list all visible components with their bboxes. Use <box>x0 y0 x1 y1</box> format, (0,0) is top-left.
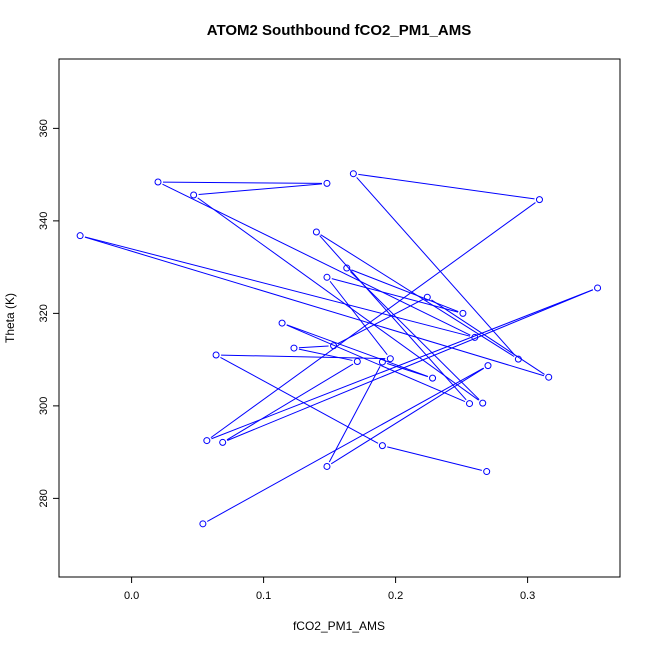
data-point <box>545 373 553 381</box>
data-point <box>330 342 338 350</box>
data-point <box>154 178 162 186</box>
x-tick-label: 0.3 <box>520 590 535 602</box>
series-segment <box>227 289 594 441</box>
data-point <box>535 196 543 204</box>
data-point <box>278 319 286 327</box>
y-tick-label: 360 <box>38 119 50 137</box>
chart-title: ATOM2 Southbound fCO2_PM1_AMS <box>207 22 471 39</box>
series-points-group <box>76 170 602 528</box>
x-axis: 0.0 0.1 0.2 0.3 <box>124 577 535 602</box>
plot-frame <box>58 58 621 578</box>
series-segment <box>226 363 354 441</box>
x-tick-label: 0.0 <box>124 590 139 602</box>
data-point <box>323 179 331 187</box>
data-point <box>466 400 474 408</box>
series-segment <box>298 348 353 361</box>
series-segment <box>337 299 424 344</box>
data-point <box>312 228 320 236</box>
data-point <box>378 358 386 366</box>
data-point <box>199 520 207 528</box>
series-segment <box>349 271 480 400</box>
x-tick-label: 0.1 <box>256 590 271 602</box>
series-segment <box>221 354 386 360</box>
series-segment <box>286 324 466 403</box>
series-segment <box>207 367 484 522</box>
series-segment <box>328 366 381 463</box>
data-point <box>212 351 220 359</box>
data-point <box>483 468 491 476</box>
series-segment <box>351 269 459 313</box>
series-line-group <box>84 173 594 522</box>
series-segment <box>198 183 323 196</box>
data-point <box>343 264 351 272</box>
series-segment <box>319 235 467 401</box>
data-point <box>323 462 331 470</box>
series-segment <box>358 173 535 200</box>
series-segment <box>329 280 388 356</box>
series-segment <box>210 202 536 439</box>
data-point <box>423 293 431 301</box>
series-segment <box>84 236 471 337</box>
y-tick-label: 300 <box>38 397 50 415</box>
data-point <box>378 442 386 450</box>
data-point <box>190 191 198 199</box>
data-point <box>459 309 467 317</box>
data-point <box>386 355 394 363</box>
data-point <box>323 273 331 281</box>
data-point <box>594 284 602 292</box>
data-point <box>484 362 492 370</box>
series-segment <box>162 181 322 184</box>
data-point <box>471 333 479 341</box>
y-tick-label: 280 <box>38 489 50 507</box>
data-point <box>429 374 437 382</box>
series-segment <box>356 177 516 356</box>
y-tick-label: 340 <box>38 212 50 230</box>
data-point <box>514 355 522 363</box>
data-point <box>290 344 298 352</box>
x-tick-label: 0.2 <box>388 590 403 602</box>
series-segment <box>387 446 482 471</box>
data-point <box>349 170 357 178</box>
data-point <box>76 232 84 240</box>
y-axis: 280 300 320 340 360 <box>38 119 59 508</box>
series-segment <box>84 236 545 377</box>
x-axis-label: fCO2_PM1_AMS <box>293 619 385 633</box>
series-segment <box>331 278 459 313</box>
data-point <box>219 438 227 446</box>
series-segment <box>211 289 594 440</box>
series-segment <box>220 356 379 444</box>
data-point <box>479 399 487 407</box>
series-segment <box>431 299 545 375</box>
series-segment <box>298 345 329 349</box>
series-segment <box>330 367 485 465</box>
data-point <box>353 357 361 365</box>
series-segment <box>197 197 479 401</box>
y-tick-label: 320 <box>38 304 50 322</box>
y-axis-label: Theta (K) <box>3 293 17 343</box>
data-point <box>203 437 211 445</box>
